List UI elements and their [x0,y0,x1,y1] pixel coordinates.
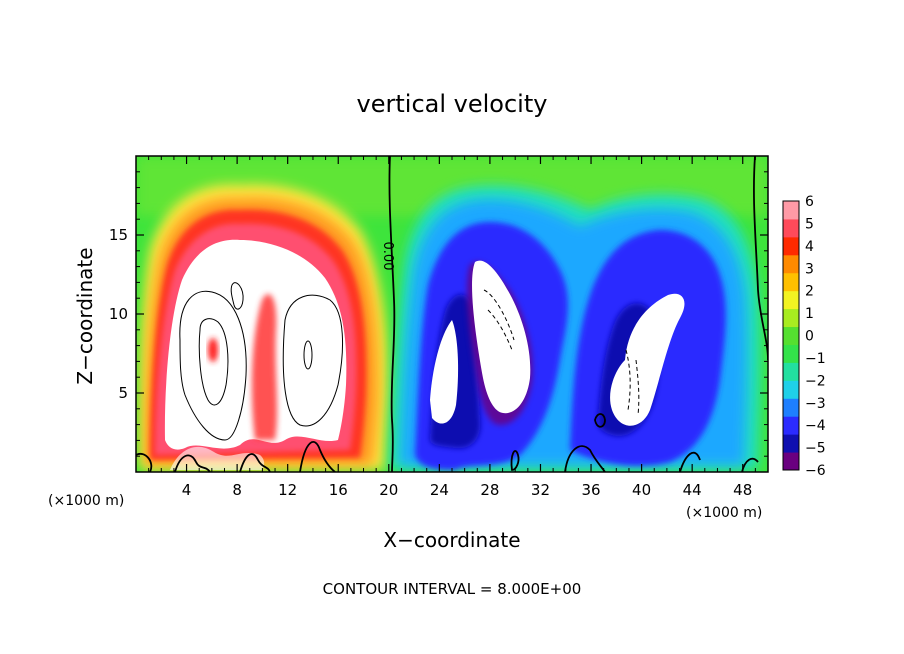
x-tick-label-9: 40 [632,481,651,499]
x-tick-label-7: 32 [531,481,550,499]
colorbar-label-8: −2 [805,373,826,389]
colorbar-swatch-12 [783,236,799,256]
x-tick-label-0: 4 [182,481,192,499]
x-axis-ticks: 4 8 12 16 20 24 28 32 36 40 44 48 [148,156,756,499]
x-tick-label-6: 28 [480,481,499,499]
colorbar-swatch-6 [783,344,799,363]
x-tick-label-10: 44 [683,481,702,499]
updraft-region [139,184,389,470]
x-axis-label: X−coordinate [383,528,520,552]
x-tick-label-2: 12 [278,481,297,499]
x-tick-label-4: 20 [379,481,398,499]
colorbar-swatch-14 [783,201,799,220]
y-tick-label-1: 10 [109,305,128,323]
colorbar-swatch-7 [783,326,799,345]
chart-title: vertical velocity [357,90,548,118]
colorbar-label-3: 3 [805,261,814,277]
x-units-left: (×1000 m) [48,493,124,509]
y-axis-ticks: 5 10 15 [109,171,768,457]
colorbar-swatch-4 [783,380,799,399]
colorbar-label-9: −3 [805,396,826,412]
downdraft-region [390,185,761,470]
colorbar-label-6: 0 [805,329,814,345]
colorbar-label-7: −1 [805,351,826,367]
colorbar-swatch-2 [783,416,799,435]
colorbar-label-0: 6 [805,194,814,210]
y-axis-label: Z−coordinate [73,247,97,384]
colorbar-swatch-9 [783,290,799,310]
colorbar-swatch-3 [783,398,799,417]
colorbar-swatch-1 [783,434,799,453]
x-tick-label-1: 8 [232,481,242,499]
colorbar: 6 5 4 3 2 1 0 −1 −2 −3 −4 −5 −6 [782,194,826,479]
heatmap-field [136,156,768,472]
colorbar-label-11: −5 [805,441,826,457]
zero-contour-label: 0.00 [380,242,395,271]
colorbar-swatch-10 [783,272,799,292]
x-tick-label-8: 36 [581,481,600,499]
colorbar-swatch-13 [783,218,799,238]
colorbar-swatch-5 [783,362,799,381]
x-units-right: (×1000 m) [686,505,762,521]
colorbar-label-10: −4 [805,418,826,434]
colorbar-label-12: −6 [805,463,826,479]
y-tick-label-2: 15 [109,226,128,244]
colorbar-label-1: 5 [805,216,814,232]
y-tick-label-0: 5 [118,384,128,402]
contour-interval-text: CONTOUR INTERVAL = 8.000E+00 [323,580,582,598]
colorbar-swatch-11 [783,254,799,274]
x-tick-label-3: 16 [329,481,348,499]
colorbar-label-5: 1 [805,306,814,322]
colorbar-label-2: 4 [805,239,814,255]
x-tick-label-11: 48 [733,481,752,499]
x-tick-label-5: 24 [430,481,449,499]
colorbar-swatch-0 [783,452,799,471]
contour-lines [179,282,640,441]
colorbar-frame [782,200,800,471]
colorbar-swatch-8 [783,308,799,328]
colorbar-label-4: 2 [805,284,814,300]
